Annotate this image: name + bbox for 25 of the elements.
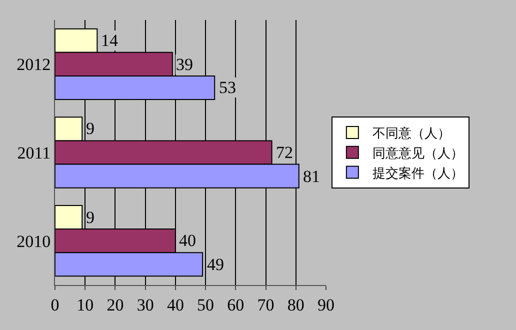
data-label: 53 [219,78,236,97]
x-tick-label: 90 [318,295,334,314]
x-tick-label: 50 [197,295,214,314]
legend-label: 不同意（人） [372,126,450,142]
x-tick-label: 30 [136,295,154,314]
x-tick-label: 0 [50,295,60,314]
data-label: 40 [179,231,196,250]
y-tick-label: 2011 [17,143,51,162]
data-label: 9 [86,208,94,227]
data-label: 81 [303,167,320,186]
data-label: 72 [276,143,293,162]
legend-label: 同意意见（人） [372,146,464,162]
data-label: 39 [176,55,193,74]
data-label: 14 [101,31,118,50]
x-tick-label: 70 [257,295,274,314]
y-tick-label: 2010 [16,232,51,251]
x-tick-label: 60 [227,295,244,314]
x-tick-label: 40 [166,295,184,314]
x-tick-label: 80 [287,295,304,314]
x-tick-label: 20 [106,295,124,314]
legend-label: 提交案件（人） [372,165,464,182]
data-label: 9 [86,119,94,138]
y-tick-label: 2012 [16,55,51,74]
data-label: 49 [207,255,224,274]
x-tick-label: 10 [76,295,94,314]
